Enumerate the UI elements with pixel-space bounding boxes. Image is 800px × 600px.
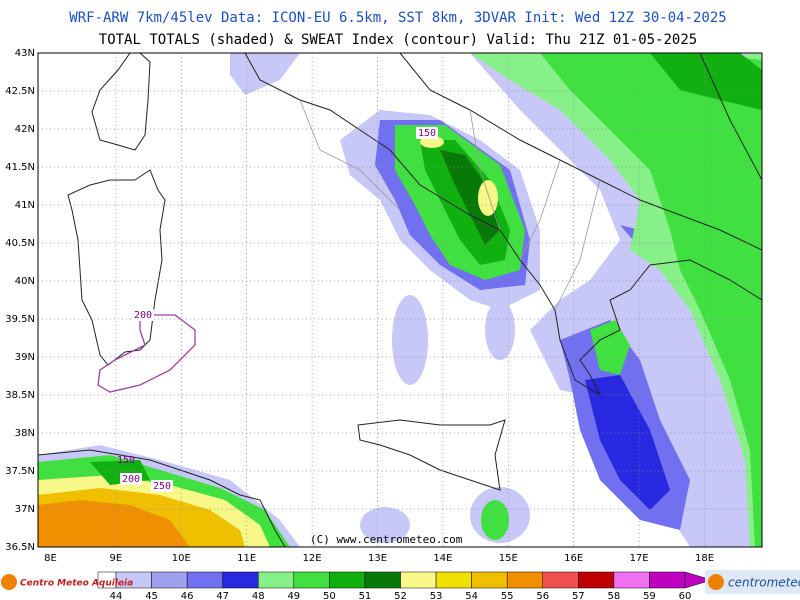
lat-label: 37.5N — [5, 466, 35, 477]
lon-label: 12E — [303, 553, 322, 564]
contour-label: 150 — [117, 455, 135, 466]
lon-label: 10E — [172, 553, 191, 564]
contour-label-bg — [416, 127, 438, 139]
lat-label: 42.5N — [5, 86, 35, 97]
contour-label: 150 — [418, 128, 436, 139]
colorbar-label: 58 — [608, 591, 621, 600]
lat-label: 42N — [15, 124, 35, 135]
colorbar-box — [649, 571, 686, 589]
colorbar-label: 47 — [216, 591, 229, 600]
colorbar-label: 49 — [287, 591, 300, 600]
colorbar-box — [329, 571, 366, 589]
colorbar-label: 48 — [252, 591, 265, 600]
colorbar-label: 54 — [465, 591, 478, 600]
colorbar-box — [578, 571, 615, 589]
colorbar-box — [506, 571, 543, 589]
lon-label: 16E — [564, 553, 583, 564]
lat-label: 41.5N — [5, 162, 35, 173]
lat-label: 43N — [15, 48, 35, 59]
colorbar-box — [364, 571, 401, 589]
colorbar-label: 52 — [394, 591, 407, 600]
colorbar-arrow — [684, 571, 713, 589]
lat-label: 38N — [15, 428, 35, 439]
coastlines — [38, 53, 762, 547]
colorbar-box — [258, 571, 295, 589]
lon-label: 8E — [44, 553, 57, 564]
colorbar-box — [400, 571, 437, 589]
lat-label: 36.5N — [5, 542, 35, 553]
colorbar-label: 50 — [323, 591, 336, 600]
contour-label-bg — [120, 473, 142, 485]
copyright: (C) www.centrometeo.com — [310, 533, 463, 546]
logo-left-text: Centro Meteo Aquileia — [20, 579, 133, 589]
lon-label: 14E — [433, 553, 452, 564]
colorbar-box — [542, 571, 579, 589]
colorbar-box — [222, 571, 259, 589]
colorbar-label: 59 — [643, 591, 656, 600]
colorbar-label: 44 — [110, 591, 123, 600]
colorbar-box — [293, 571, 330, 589]
lat-label: 41N — [15, 200, 35, 211]
colorbar-box — [613, 571, 650, 589]
lat-label: 40.5N — [5, 238, 35, 249]
colorbar-label: 56 — [536, 591, 549, 600]
colorbar-label: 60 — [679, 591, 692, 600]
lat-label: 39.5N — [5, 314, 35, 325]
lat-label: 40N — [15, 276, 35, 287]
shading — [38, 53, 762, 547]
lat-label: 38.5N — [5, 390, 35, 401]
logo-right: centrometeo — [705, 570, 800, 594]
graticule — [38, 53, 762, 547]
colorbar-label: 45 — [145, 591, 158, 600]
colorbar-box — [435, 571, 472, 589]
contour-label-bg — [132, 309, 154, 321]
lon-label: 11E — [237, 553, 256, 564]
colorbar-label: 57 — [572, 591, 585, 600]
colorbar-box — [151, 571, 188, 589]
header-line1: WRF-ARW 7km/45lev Data: ICON-EU 6.5km, S… — [69, 10, 726, 26]
lon-label: 9E — [110, 553, 123, 564]
contour-label: 250 — [153, 481, 171, 492]
colorbar-label: 46 — [181, 591, 194, 600]
header-line2: TOTAL TOTALS (shaded) & SWEAT Index (con… — [99, 32, 697, 48]
lon-label: 18E — [695, 553, 714, 564]
lon-label: 13E — [368, 553, 387, 564]
colorbar-label: 51 — [359, 591, 372, 600]
lat-label: 37N — [15, 504, 35, 515]
contour-label: 200 — [122, 474, 140, 485]
colorbar-label: 53 — [430, 591, 443, 600]
map-frame — [37, 52, 763, 548]
logo-right-text: centrometeo — [728, 576, 800, 590]
lat-label: 39N — [15, 352, 35, 363]
colorbar-box — [471, 571, 508, 589]
contour-label: 200 — [134, 310, 152, 321]
lon-label: 17E — [630, 553, 649, 564]
colorbar-box — [186, 571, 223, 589]
logo-left: Centro Meteo Aquileia — [1, 574, 133, 590]
contour-label-bg — [151, 480, 173, 492]
lon-label: 15E — [499, 553, 518, 564]
colorbar-label: 55 — [501, 591, 514, 600]
colorbar: 44 45 46 47 48 49 50 51 52 53 54 55 56 57 58 59 60 — [97, 571, 713, 600]
